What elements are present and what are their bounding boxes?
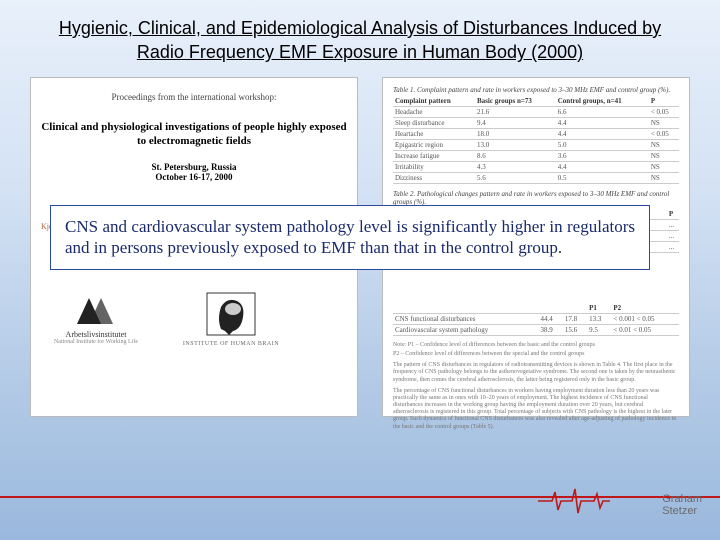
footer-name2: Stetzer: [662, 505, 702, 518]
arbetslivs-icon: [73, 292, 119, 328]
footer-name1: Graham: [662, 493, 702, 506]
proceedings-text: Proceedings from the international works…: [41, 92, 347, 102]
logo1-sub: National Institute for Working Life: [41, 339, 151, 345]
red-divider: [0, 496, 720, 498]
logos-row: Arbetslivsinstitutet National Institute …: [41, 289, 347, 347]
logo2-text: INSTITUTE OF HUMAN BRAIN: [171, 341, 291, 347]
note2: P2 – Confidence level of differences bet…: [393, 351, 679, 358]
logo-arbetslivs: Arbetslivsinstitutet National Institute …: [41, 292, 151, 345]
highlight-box: CNS and cardiovascular system pathology …: [50, 205, 650, 270]
location: St. Petersburg, Russia: [41, 162, 347, 172]
table3: P1P2CNS functional disturbances44.417.81…: [393, 303, 679, 336]
footer-names: Graham Stetzer: [662, 493, 702, 518]
para1: The pattern of CNS disturbances in regul…: [393, 362, 679, 384]
brain-icon: [203, 289, 259, 339]
note1: Note: P1 – Confidence level of differenc…: [393, 342, 679, 349]
table1: Complaint patternBasic groups n=73Contro…: [393, 96, 679, 184]
ekg-wave-icon: [538, 486, 610, 516]
para2: The percentage of CNS functional disturb…: [393, 388, 679, 431]
logo1-text: Arbetslivsinstitutet: [41, 330, 151, 339]
date: October 16-17, 2000: [41, 172, 347, 182]
logo-brain: INSTITUTE OF HUMAN BRAIN: [171, 289, 291, 347]
slide-title: Hygienic, Clinical, and Epidemiological …: [0, 0, 720, 75]
table1-caption: Table 1. Complaint pattern and rate in w…: [393, 86, 679, 94]
clinical-title: Clinical and physiological investigation…: [41, 120, 347, 149]
